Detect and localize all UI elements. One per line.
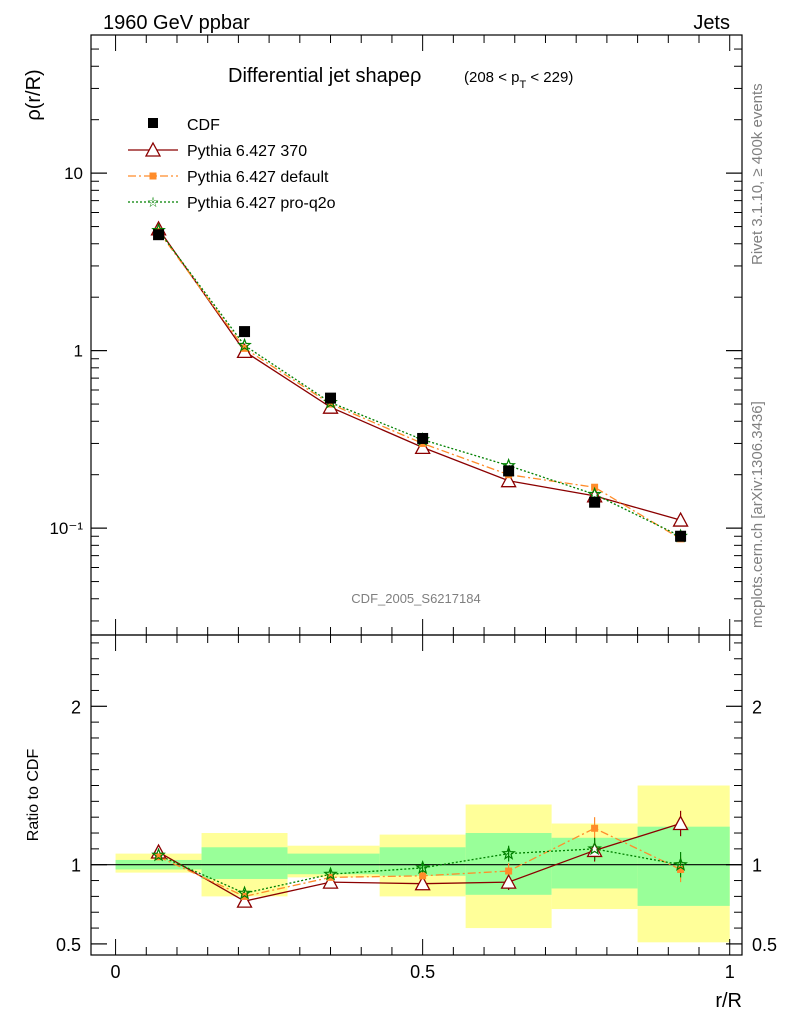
ratio-point bbox=[323, 866, 338, 881]
y-tick-label: 1 bbox=[74, 342, 83, 361]
data-point bbox=[239, 326, 251, 338]
ratio-point bbox=[672, 815, 689, 831]
data-point bbox=[589, 496, 601, 508]
x-tick-label: 0.5 bbox=[410, 962, 435, 982]
uncertainty-band-inner bbox=[201, 847, 288, 879]
ratio-point bbox=[587, 841, 602, 856]
legend-label-proq2o: Pythia 6.427 pro-q2o bbox=[187, 195, 336, 212]
ratio-axis-label: Ratio to CDF bbox=[25, 749, 42, 842]
ratio-point bbox=[677, 865, 685, 873]
data-point bbox=[153, 229, 165, 241]
ratio-tick-label-right: 1 bbox=[752, 856, 762, 876]
ratio-panel: 0.5 0.5 1 1 2 2 Ratio to CDF bbox=[25, 634, 777, 956]
y-tick-label: 10 bbox=[64, 164, 83, 183]
analysis-id: CDF_2005_S6217184 bbox=[351, 591, 480, 606]
ratio-tick-label-right: 2 bbox=[752, 697, 762, 717]
ratio-point bbox=[673, 856, 688, 871]
data-point bbox=[325, 392, 337, 404]
series-line bbox=[158, 230, 681, 537]
data-point bbox=[672, 511, 689, 527]
ratio-point bbox=[322, 873, 339, 889]
ratio-point bbox=[505, 867, 513, 875]
process-label: Jets bbox=[693, 12, 730, 34]
ratio-point bbox=[419, 872, 427, 880]
ratio-point bbox=[236, 892, 253, 908]
ratio-point bbox=[151, 847, 166, 862]
ratio-point bbox=[414, 875, 431, 891]
x-axis-label: r/R bbox=[715, 990, 742, 1012]
data-point bbox=[237, 337, 252, 352]
data-point bbox=[500, 472, 517, 488]
series-line bbox=[158, 230, 681, 540]
ratio-tick-label-right: 0.5 bbox=[752, 935, 777, 955]
ratio-bands bbox=[91, 785, 742, 943]
ratio-point bbox=[237, 885, 252, 900]
data-point bbox=[417, 432, 429, 444]
y-tick-label: 10⁻¹ bbox=[49, 519, 83, 538]
legend-marker-370 bbox=[144, 141, 162, 157]
ratio-frame bbox=[90, 634, 743, 956]
ratio-point bbox=[501, 845, 516, 860]
uncertainty-band-inner bbox=[287, 853, 380, 875]
legend-marker-default bbox=[149, 172, 157, 180]
ratio-point bbox=[415, 860, 430, 875]
x-tick-label: 1 bbox=[725, 962, 735, 982]
legend-label-cdf: CDF bbox=[187, 117, 220, 134]
energy-label: 1960 GeV ppbar bbox=[103, 12, 250, 34]
ratio-ticks: 0.5 0.5 1 1 2 2 bbox=[56, 635, 777, 955]
legend-label-370: Pythia 6.427 370 bbox=[187, 143, 307, 160]
x-tick-label: 0 bbox=[111, 962, 121, 982]
x-axis-labels: 0 0.5 1 bbox=[111, 962, 735, 982]
data-point bbox=[503, 465, 515, 477]
chart-title-cut: (208 < pT < 229) bbox=[464, 69, 573, 91]
ratio-tick-label: 1 bbox=[71, 856, 81, 876]
ratio-tick-label: 0.5 bbox=[56, 935, 81, 955]
y-axis-label: ρ(r/R) bbox=[23, 69, 45, 120]
main-ticks: 10⁻¹ 1 10 bbox=[49, 34, 742, 635]
legend-marker-cdf bbox=[148, 118, 158, 128]
ratio-series bbox=[150, 810, 689, 908]
data-point bbox=[327, 400, 335, 408]
mcplots-label: mcplots.cern.ch [arXiv:1306.3436] bbox=[749, 401, 766, 628]
ratio-tick-label: 2 bbox=[71, 697, 81, 717]
main-panel: 10⁻¹ 1 10 Differential jet shapeρ (208 < p… bbox=[23, 34, 743, 636]
ratio-point bbox=[591, 824, 599, 832]
series-line bbox=[158, 228, 681, 521]
data-point bbox=[675, 530, 687, 542]
main-series bbox=[150, 220, 689, 543]
ratio-point bbox=[500, 873, 517, 889]
legend-label-default: Pythia 6.427 default bbox=[187, 169, 329, 186]
legend: CDF Pythia 6.427 370 Pythia 6.427 defaul… bbox=[128, 117, 336, 212]
ratio-point bbox=[155, 853, 163, 861]
legend-marker-proq2o: ☆ bbox=[147, 194, 160, 210]
rivet-label: Rivet 3.1.10, ≥ 400k events bbox=[749, 83, 766, 265]
chart-title: Differential jet shapeρ bbox=[228, 65, 421, 87]
